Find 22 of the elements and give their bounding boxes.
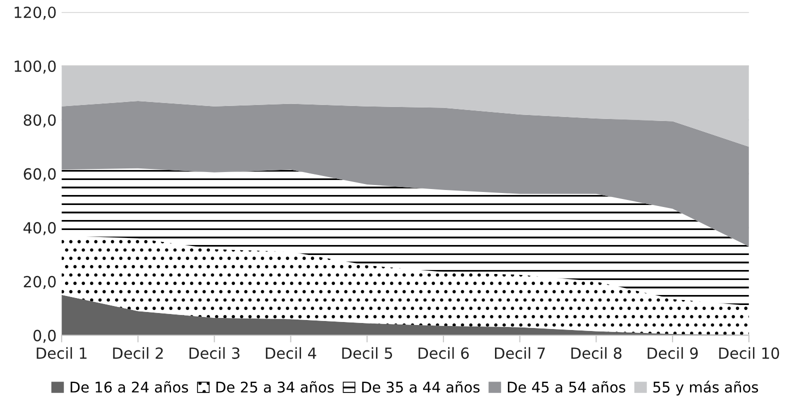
x-tick-label: Decil 2 xyxy=(113,347,163,359)
x-tick-label: Decil 9 xyxy=(648,347,698,359)
x-tick-label: Decil 6 xyxy=(418,347,469,359)
x-tick-label: Decil 3 xyxy=(190,347,240,359)
legend-label: De 35 a 44 años xyxy=(362,381,480,393)
x-tick-label: Decil 10 xyxy=(719,347,780,359)
legend-label: De 16 a 24 años xyxy=(70,381,188,393)
y-tick-label: 120,0 xyxy=(14,6,56,20)
legend-label: 55 y más años xyxy=(653,380,758,396)
y-tick-label: 40,0 xyxy=(23,222,56,236)
x-tick-label: Decil 7 xyxy=(495,347,545,359)
y-tick-label: 0,0 xyxy=(33,330,56,343)
legend-label: De 45 a 54 años xyxy=(508,381,626,393)
x-tick-label: Decil 5 xyxy=(342,347,392,359)
x-tick-label: Decil 4 xyxy=(266,347,316,359)
y-tick-label: 80,0 xyxy=(24,114,56,128)
x-tick-label: Decil 8 xyxy=(571,347,622,359)
y-tick-label: 20,0 xyxy=(24,276,56,290)
x-tick-label: Decil 1 xyxy=(36,347,87,359)
y-tick-label: 100,0 xyxy=(14,60,56,74)
legend-label: De 25 a 34 años xyxy=(216,381,334,393)
y-tick-label: 60,0 xyxy=(24,168,56,182)
